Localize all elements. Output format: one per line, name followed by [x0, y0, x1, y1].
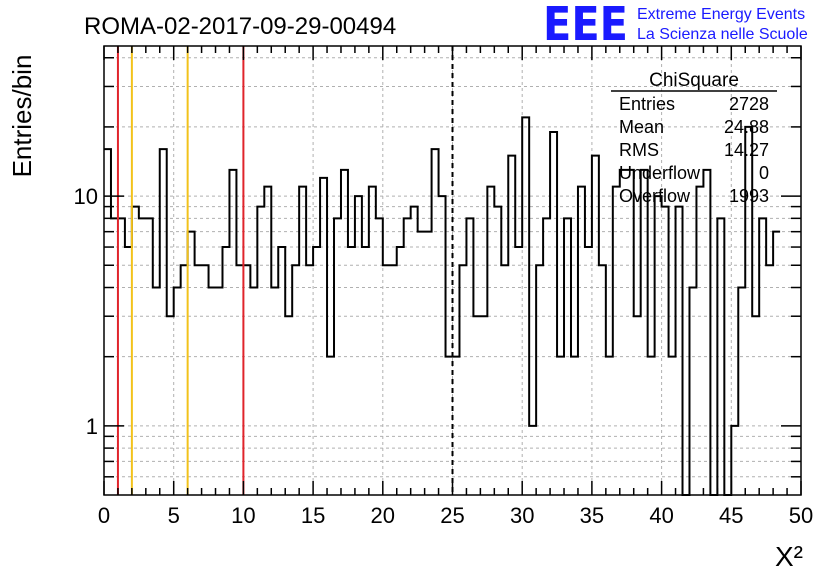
stats-row-label: Mean	[619, 117, 664, 137]
eee-logo-mark: EEE	[543, 0, 628, 51]
stats-rows: Entries 2728 Mean 24.88 RMS 14.27 Underflow 0 Ov…	[619, 94, 769, 206]
stats-row-value: 14.27	[724, 140, 769, 160]
threshold-lines	[116, 46, 454, 495]
x-tick-label: 50	[789, 503, 813, 528]
y-tick-label: 10	[74, 184, 98, 209]
x-tick-label: 5	[168, 503, 180, 528]
stats-box: ChiSquare Entries 2728 Mean 24.88 RMS 14.27 Un…	[611, 70, 777, 206]
stats-row-label: Entries	[619, 94, 675, 114]
stats-title: ChiSquare	[649, 70, 739, 91]
logo-line-2: La Scienza nelle Scuole	[637, 26, 808, 43]
x-tick-label: 0	[98, 503, 110, 528]
stats-row-value: 0	[759, 163, 769, 183]
x-tick-label: 20	[371, 503, 395, 528]
stats-row-value: 1993	[729, 186, 769, 206]
stats-row-label: Overflow	[619, 186, 691, 206]
stats-row-label: Underflow	[619, 163, 701, 183]
stats-row-label: RMS	[619, 140, 659, 160]
logo-line-1: Extreme Energy Events	[637, 6, 805, 23]
x-tick-label: 25	[440, 503, 464, 528]
histogram-bins	[104, 116, 781, 496]
histogram-outline	[104, 116, 781, 496]
stats-row-value: 24.88	[724, 117, 769, 137]
stats-row-value: 2728	[729, 94, 769, 114]
x-tick-label: 15	[301, 503, 325, 528]
eee-logo: EEE Extreme Energy Events La Scienza nel…	[543, 0, 808, 51]
y-tick-label: 1	[86, 414, 98, 439]
y-axis-label: Entries/bin	[7, 55, 37, 178]
x-tick-label: 40	[649, 503, 673, 528]
x-tick-label: 35	[580, 503, 604, 528]
axis-ticks: 0 5 10 15 20 25 30 35 40 45 50 1 10	[74, 46, 813, 528]
x-axis-label: X²	[775, 541, 803, 572]
x-tick-label: 10	[231, 503, 255, 528]
x-tick-label: 30	[510, 503, 534, 528]
chart-title: ROMA-02-2017-09-29-00494	[84, 13, 396, 40]
x-tick-label: 45	[719, 503, 743, 528]
